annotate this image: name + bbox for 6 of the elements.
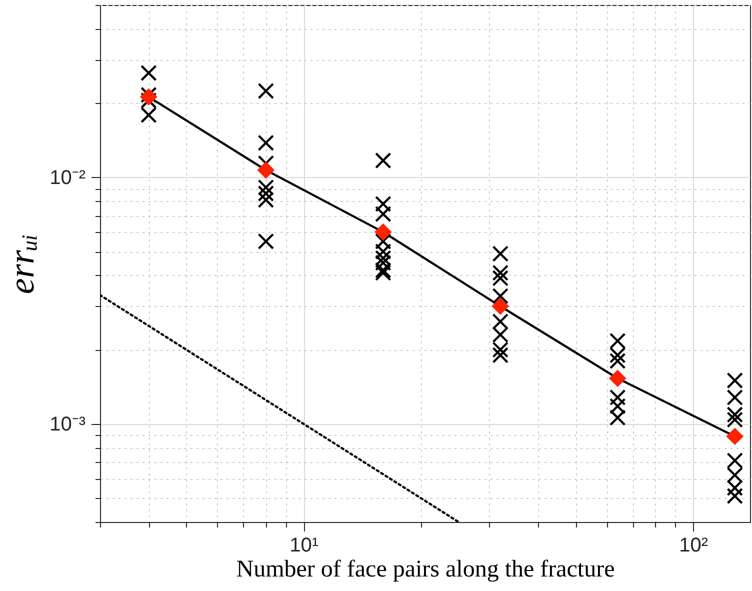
x-axis-title: Number of face pairs along the fracture xyxy=(236,556,615,582)
y-tick-label: 10⁻² xyxy=(50,166,86,189)
x-tick-label: 10¹ xyxy=(290,534,319,556)
x-tick-label: 10² xyxy=(679,534,708,556)
y-tick-label: 10⁻³ xyxy=(50,413,86,436)
y-axis-title: errᵤᵢ xyxy=(2,234,42,294)
